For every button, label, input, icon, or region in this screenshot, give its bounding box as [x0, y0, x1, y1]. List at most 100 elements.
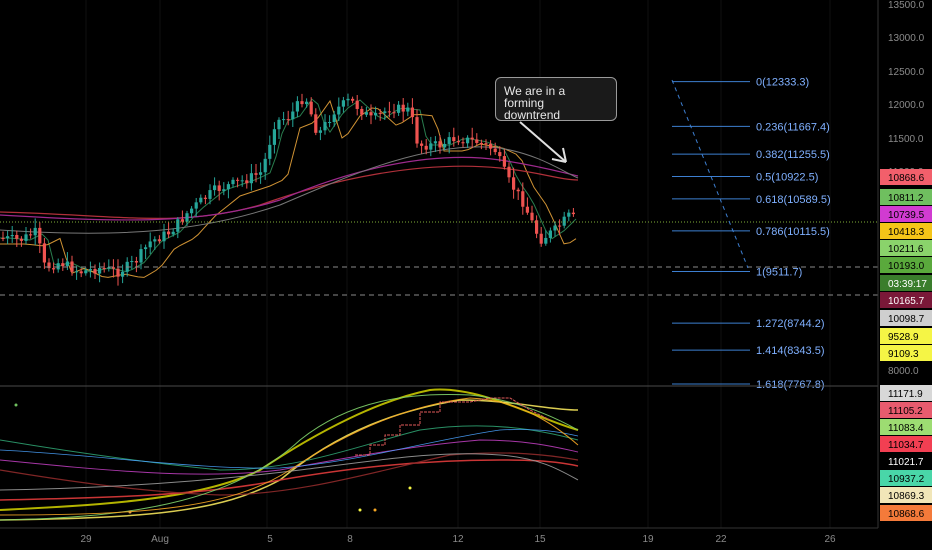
candle-body-45	[208, 190, 212, 199]
candle-body-108	[498, 152, 502, 157]
candle-body-30	[139, 249, 143, 263]
candle-body-7	[33, 227, 37, 236]
time-tick-label-6: 19	[642, 534, 654, 545]
candle-body-9	[42, 243, 46, 263]
candle-body-95	[438, 141, 442, 148]
candle-body-48	[222, 189, 226, 191]
price-tick-label-4: 11500.0	[888, 134, 924, 145]
price-badge-label-0: 10868.6	[888, 173, 925, 184]
candle-body-8	[38, 227, 42, 244]
indicator-curve-7	[0, 453, 579, 491]
candle-body-53	[245, 180, 249, 184]
candle-body-96	[443, 143, 447, 148]
candle-body-10	[47, 262, 51, 269]
fib-level-label-4: 0.618(10589.5)	[756, 194, 831, 206]
candlesticks	[1, 93, 575, 286]
candle-body-106	[489, 143, 493, 149]
fib-level-label-0: 0(12333.3)	[756, 77, 809, 89]
fib-level-label-7: 1.272(8744.2)	[756, 318, 825, 330]
indicator-curve-4	[0, 425, 579, 471]
candle-body-122	[562, 216, 566, 226]
candle-body-89	[410, 107, 414, 118]
candle-body-55	[254, 173, 258, 175]
candle-body-2	[10, 235, 14, 237]
indicator-badge-bg-4	[880, 453, 932, 469]
candle-body-36	[167, 231, 171, 235]
horizontal-lines	[0, 221, 878, 296]
price-badge-bg-2	[880, 206, 932, 222]
indicator-curve-8	[0, 429, 579, 469]
fib-level-label-6: 1(9511.7)	[756, 266, 802, 278]
callout-note[interactable]: We are in a forming downtrend	[495, 77, 617, 121]
fib-level-label-1: 0.236(11667.4)	[756, 121, 830, 133]
candle-body-41	[190, 208, 194, 214]
fibonacci-retracement[interactable]: 0(12333.3) 0.236(11667.4) 0.382(11255.5) 0.…	[671, 77, 831, 391]
candle-body-104	[479, 142, 483, 144]
lower-indicator-pane	[0, 385, 932, 521]
callout-line-1: We are in a forming	[504, 84, 566, 110]
candle-body-21	[98, 268, 102, 274]
price-badge-bg-4	[880, 240, 932, 256]
price-tick-label-3: 12000.0	[888, 100, 925, 111]
ma-slow-purple	[0, 156, 579, 221]
ma-slow-grey	[0, 146, 579, 234]
callout-line-2: downtrend	[504, 108, 561, 122]
candle-body-18	[84, 270, 88, 274]
candle-body-29	[134, 261, 138, 263]
indicator-badge-bg-1	[880, 402, 932, 418]
candle-body-107	[493, 148, 497, 153]
price-badge-bg-1	[880, 189, 932, 205]
candle-body-92	[424, 145, 428, 150]
candle-body-34	[157, 239, 161, 242]
indicator-curve-0	[0, 388, 579, 511]
candle-body-113	[521, 191, 525, 207]
price-tick-label-1: 13000.0	[888, 33, 925, 44]
candle-body-19	[88, 269, 92, 271]
candle-body-23	[107, 267, 111, 269]
candle-body-80	[369, 112, 373, 116]
time-tick-label-3: 8	[347, 534, 353, 545]
candle-body-65	[300, 101, 304, 105]
indicator-badge-bg-6	[880, 487, 932, 503]
indicator-badge-bg-2	[880, 419, 932, 435]
candle-body-4	[19, 238, 23, 241]
candle-body-116	[535, 220, 539, 234]
time-axis[interactable]: 29 Aug 5 8 12 15 19 22 26	[0, 527, 932, 550]
price-badge-label-7: 10165.7	[888, 296, 925, 307]
candle-body-103	[475, 139, 479, 143]
indicator-dot-2	[358, 508, 362, 512]
fib-level-label-8: 1.414(8343.5)	[756, 345, 825, 357]
candle-body-60	[277, 119, 281, 130]
candle-body-62	[286, 119, 290, 121]
candle-body-72	[332, 114, 336, 123]
fib-level-label-3: 0.5(10922.5)	[756, 172, 818, 184]
callout-arrow-icon	[519, 121, 567, 163]
indicator-badge-label-5: 10937.2	[888, 474, 925, 485]
price-badge-label-1: 10811.2	[888, 193, 924, 204]
candle-body-110	[507, 166, 511, 178]
candle-body-5	[24, 234, 28, 241]
candle-body-0	[1, 238, 5, 239]
candle-body-12	[56, 263, 60, 270]
candle-body-73	[337, 106, 341, 115]
candle-body-57	[263, 158, 267, 173]
price-badge-label-6: 03:39:17	[888, 279, 927, 290]
price-badge-bg-0	[880, 169, 932, 185]
candle-body-64	[295, 101, 299, 112]
candle-body-93	[429, 143, 433, 150]
price-tick-label-2: 12500.0	[888, 67, 925, 78]
candle-body-3	[15, 235, 19, 239]
candle-body-63	[291, 111, 295, 120]
indicator-badge-label-3: 11034.7	[888, 440, 924, 451]
price-badge-label-10: 9109.3	[888, 349, 919, 360]
candle-body-85	[392, 112, 396, 114]
candle-body-105	[484, 143, 488, 145]
price-axis[interactable]: 13500.013000.012500.012000.011500.011000…	[877, 0, 932, 550]
price-badge-bg-3	[880, 223, 932, 239]
indicator-badge-bg-3	[880, 436, 932, 452]
indicator-badge-label-4: 11021.7	[888, 457, 924, 468]
candle-body-118	[544, 237, 548, 244]
indicator-curve-5	[0, 439, 579, 475]
candle-body-91	[420, 143, 424, 146]
